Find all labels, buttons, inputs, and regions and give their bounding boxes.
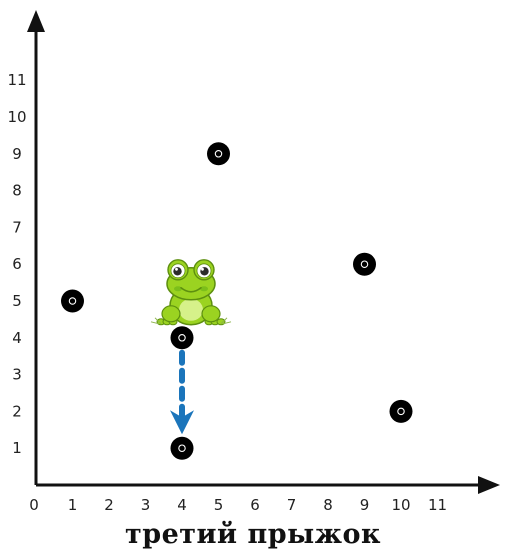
grass-tuft: [150, 317, 162, 325]
y-tick-label: 11: [7, 71, 26, 89]
target-point: [207, 142, 230, 166]
point-dot: [61, 289, 84, 313]
y-tick-label: 2: [12, 402, 22, 420]
point-dot: [389, 399, 413, 423]
point-center: [178, 444, 186, 452]
y-axis-arrow: [27, 10, 45, 32]
x-tick-label: 8: [323, 496, 333, 514]
y-tick-label: 9: [12, 145, 22, 163]
x-tick-label: 4: [177, 496, 187, 514]
frog-cheek: [174, 286, 182, 292]
y-tick-label: 1: [12, 439, 22, 457]
y-tick-label: 4: [12, 329, 22, 347]
target-point: [170, 436, 194, 460]
point-center: [178, 334, 186, 342]
x-tick-label: 3: [141, 496, 151, 514]
frog-leg: [161, 305, 181, 323]
point-dot: [170, 436, 194, 460]
frog-eye-shine: [201, 267, 204, 271]
target-point: [170, 326, 194, 350]
axes: [27, 10, 500, 494]
point-dot: [353, 252, 376, 276]
x-tick-label: 7: [287, 496, 297, 514]
frog-belly: [179, 298, 203, 321]
grass-tuft: [220, 317, 232, 325]
point-center: [360, 260, 369, 268]
frog-eye-shine: [175, 267, 178, 271]
arrow-head: [170, 410, 194, 435]
y-tick-label: 6: [12, 255, 22, 273]
y-tick-label: 7: [12, 218, 22, 236]
arrow-down-icon: [170, 349, 194, 435]
point-center: [68, 297, 77, 305]
x-tick-label: 1: [68, 496, 78, 514]
y-tick-label: 3: [12, 366, 22, 384]
points: [61, 142, 413, 460]
frog-leg: [201, 305, 221, 323]
y-tick-label: 5: [12, 292, 22, 310]
frog-icon: [150, 259, 232, 326]
x-tick-label: 10: [391, 496, 410, 514]
target-point: [389, 399, 413, 423]
point-center: [397, 407, 405, 416]
x-tick-label: 0: [29, 496, 39, 514]
point-dot: [207, 142, 230, 166]
frog-mouth: [180, 287, 202, 293]
x-tick-label: 6: [250, 496, 260, 514]
y-tick-label: 8: [12, 182, 22, 200]
caption: третий прыжок: [125, 519, 381, 550]
x-tick-label: 11: [428, 496, 447, 514]
x-tick-label: 5: [214, 496, 224, 514]
target-point: [353, 252, 376, 276]
target-point: [61, 289, 84, 313]
x-axis-arrow: [478, 476, 500, 494]
x-tick-label: 9: [360, 496, 370, 514]
point-center: [214, 150, 223, 158]
frog-cheek: [200, 286, 208, 292]
y-tick-label: 10: [7, 108, 26, 126]
x-tick-label: 2: [104, 496, 114, 514]
point-dot: [170, 326, 194, 350]
